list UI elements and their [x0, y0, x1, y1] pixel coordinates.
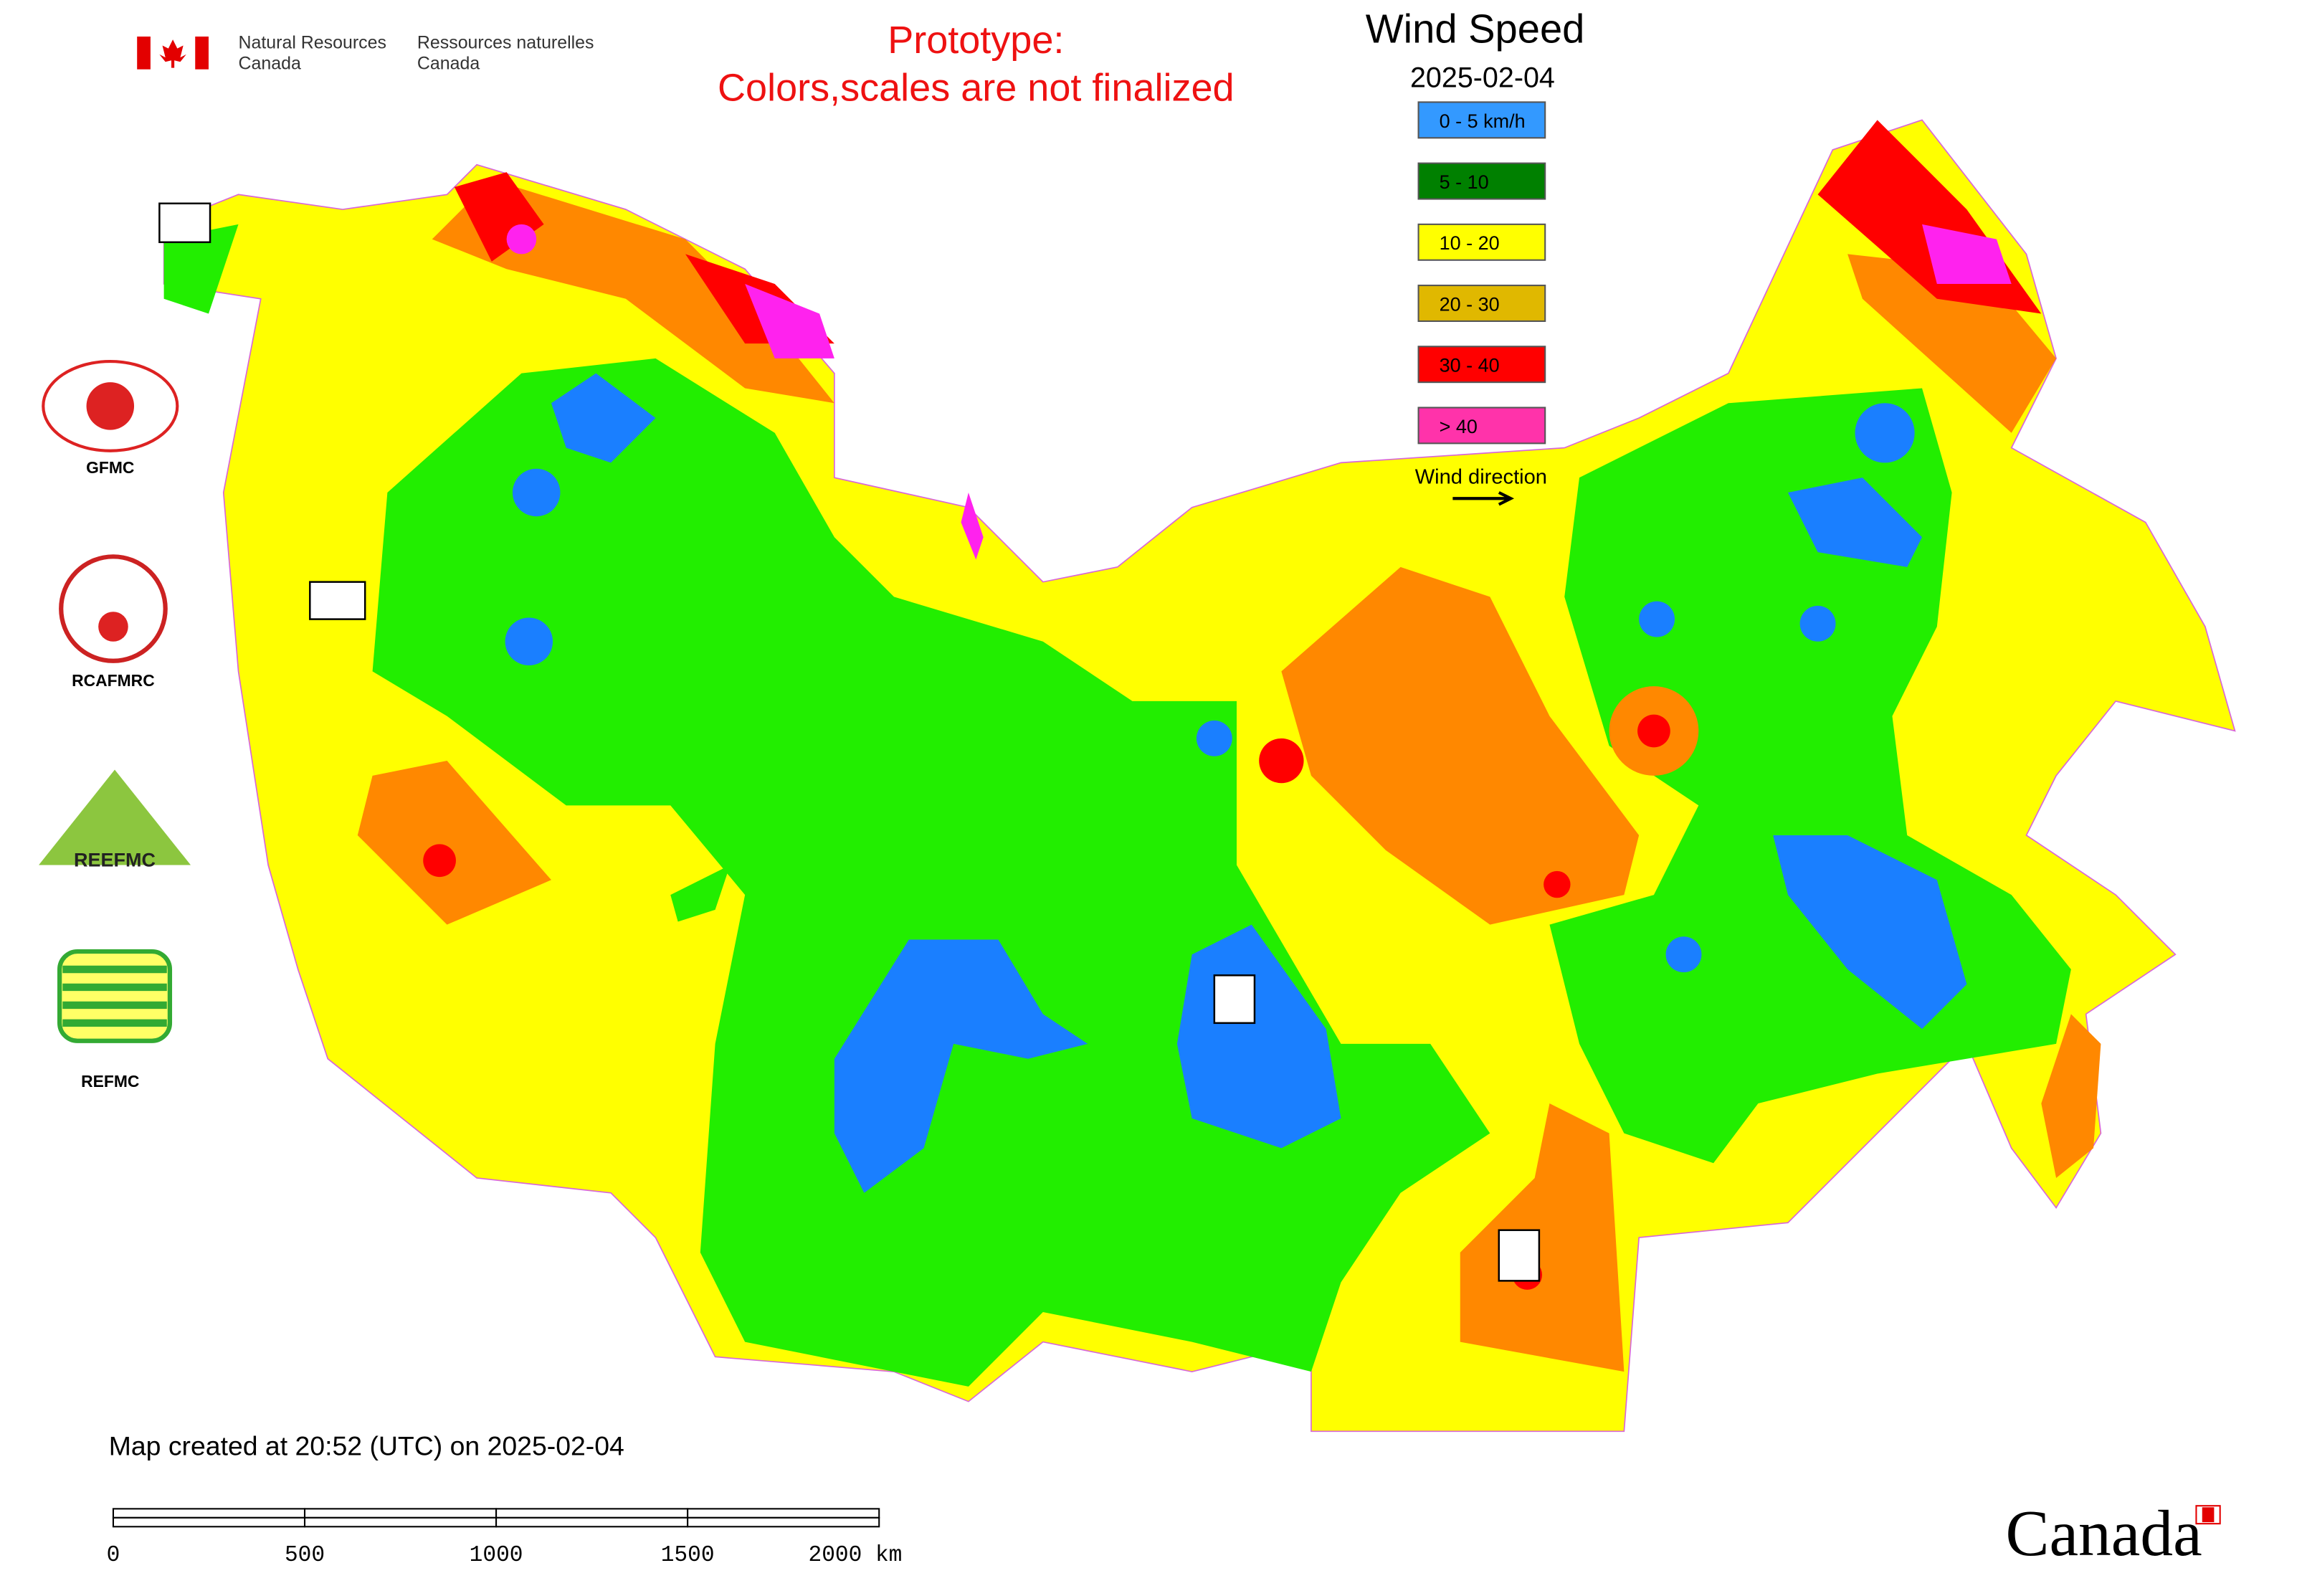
zone	[1799, 605, 1836, 642]
zone	[1196, 720, 1232, 756]
reefmc-text: REEFMC	[74, 850, 156, 871]
legend-swatch	[1417, 285, 1546, 322]
map-markers	[158, 202, 1541, 1282]
legend-label: 5 - 10	[1440, 171, 1489, 193]
rcafmrc-logo	[59, 554, 168, 663]
scale-segment	[303, 1508, 498, 1519]
zone	[163, 224, 239, 314]
zone	[551, 373, 656, 463]
marker	[309, 581, 366, 620]
scale-segment	[495, 1516, 689, 1528]
legend-label: 20 - 30	[1440, 293, 1500, 315]
zone	[670, 865, 731, 922]
notice: Colors,scales are not finalized	[718, 66, 1235, 109]
legend-swatch	[1417, 101, 1546, 139]
legend-label: 10 - 20	[1440, 232, 1500, 254]
zone	[1787, 478, 1923, 567]
marker	[1498, 1229, 1541, 1282]
scale-label: 500	[285, 1543, 325, 1568]
flag-bar	[137, 36, 151, 70]
zone	[834, 939, 1088, 1193]
reefmc-logo	[39, 769, 191, 865]
scale-label: 2000 km	[809, 1543, 903, 1568]
gfmc-logo	[42, 359, 179, 452]
zone	[1639, 601, 1675, 637]
logo-label: RCAFMRC	[72, 671, 155, 690]
scale-segment	[687, 1508, 880, 1519]
agency-fr: Ressources naturelles	[417, 33, 594, 53]
scale-segment	[495, 1508, 689, 1519]
zone	[506, 224, 537, 255]
scale-label: 1000	[470, 1543, 523, 1568]
legend-label: 30 - 40	[1440, 355, 1500, 376]
legend-date: 2025-02-04	[1410, 62, 1555, 94]
legend-swatch	[1417, 346, 1546, 384]
refmc-logo	[57, 949, 173, 1043]
zone	[1637, 714, 1670, 748]
zone	[1922, 224, 2012, 284]
scale-segment	[303, 1516, 498, 1528]
zone	[1773, 835, 1967, 1030]
created-note: Map created at 20:52 (UTC) on 2025-02-04	[109, 1431, 624, 1461]
pink-zones	[506, 224, 2012, 560]
zone	[512, 468, 561, 517]
legend-swatch	[1417, 223, 1546, 261]
rcafmrc-logo	[98, 612, 128, 642]
agency-fr: Canada	[417, 54, 480, 74]
direction-label: Wind direction	[1415, 465, 1547, 488]
zone	[505, 617, 553, 666]
zone	[1665, 936, 1702, 973]
zone	[961, 492, 984, 560]
legend: 0 - 5 km/h 5 - 10 10 - 20 20 - 30 30 - 40 > 4…	[1417, 101, 1546, 445]
zone	[1544, 870, 1571, 898]
legend-swatch	[1417, 162, 1546, 200]
zone	[1460, 1103, 1625, 1372]
scale-segment	[112, 1516, 306, 1528]
gfmc-logo	[86, 382, 135, 430]
legend-swatch	[1417, 407, 1546, 445]
wordmark-flag	[2202, 1507, 2215, 1523]
zone	[357, 761, 551, 925]
zone	[745, 283, 834, 358]
agency-signature: Natural Resources Canada Ressources natu…	[137, 33, 594, 74]
refmc-logo	[62, 965, 167, 1027]
scale-segment	[112, 1508, 306, 1519]
legend-label: 0 - 5 km/h	[1440, 110, 1526, 132]
legend-label: > 40	[1440, 416, 1478, 437]
agency-en: Canada	[239, 54, 301, 74]
notice: Prototype:	[888, 19, 1064, 62]
flag-bar	[195, 36, 209, 70]
logo-label: GFMC	[86, 458, 134, 477]
legend-title: Wind Speed	[1366, 6, 1585, 51]
scale-segment	[687, 1516, 880, 1528]
logos: GFMC RCAFMRC REEFMC REFMC	[39, 359, 191, 1091]
wordmark: Canada	[2005, 1497, 2202, 1569]
marker	[1213, 974, 1256, 1025]
scale-label: 1500	[661, 1543, 715, 1568]
scale-bar: 0 500 1000 1500 2000 km	[107, 1508, 903, 1568]
zone	[1855, 403, 1915, 463]
scale-label: 0	[107, 1543, 120, 1568]
maple-leaf	[159, 39, 186, 68]
zone	[423, 844, 456, 878]
zone	[372, 358, 1490, 1387]
zone	[1259, 738, 1304, 784]
logo-label: REFMC	[81, 1072, 139, 1091]
agency-en: Natural Resources	[239, 33, 386, 53]
zone	[2041, 1014, 2101, 1178]
direction-arrow	[1452, 491, 1515, 506]
marker	[158, 202, 211, 244]
